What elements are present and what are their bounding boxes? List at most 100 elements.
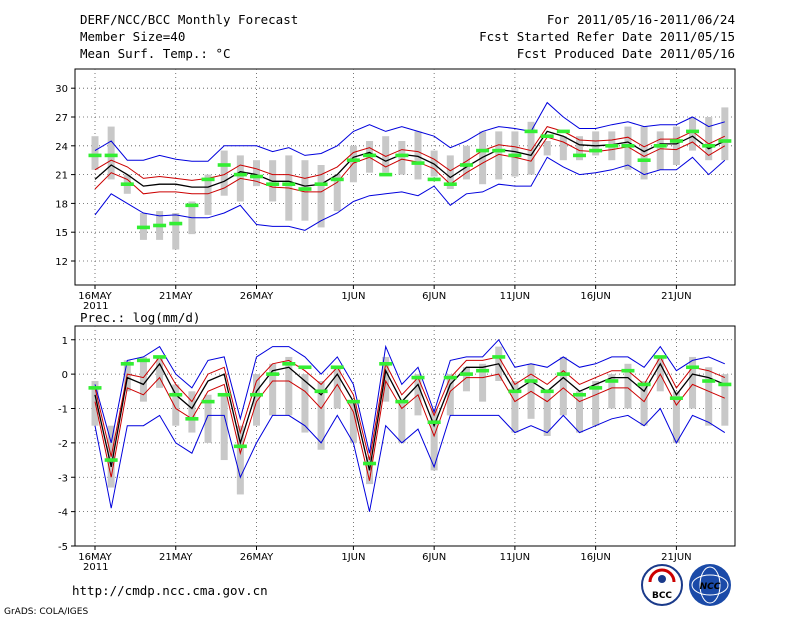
observed-marker bbox=[653, 144, 667, 148]
ensemble-bar bbox=[382, 136, 390, 173]
ensemble-bar bbox=[689, 356, 697, 409]
observed-marker bbox=[153, 223, 167, 228]
figure-title: DERF/NCC/BCC Monthly Forecast bbox=[80, 12, 298, 27]
observed-marker bbox=[653, 355, 667, 359]
observed-marker bbox=[266, 372, 280, 376]
ensemble-bar bbox=[689, 117, 697, 151]
observed-marker bbox=[169, 392, 183, 397]
x-tick-label: 6JUN bbox=[422, 291, 446, 302]
plot-frame bbox=[74, 325, 736, 547]
ensemble-upper-line bbox=[94, 126, 726, 181]
forecast-produced-date: Fcst Produced Date 2011/05/16 bbox=[517, 46, 735, 61]
observed-marker bbox=[395, 153, 409, 158]
observed-marker bbox=[524, 129, 538, 134]
ensemble-bar bbox=[156, 356, 164, 388]
ensemble-min-line bbox=[94, 407, 726, 512]
ensemble-bar bbox=[672, 391, 680, 443]
ensemble-bar bbox=[624, 126, 632, 170]
ensemble-bar bbox=[317, 165, 325, 228]
observed-marker bbox=[330, 177, 344, 182]
observed-marker bbox=[556, 372, 570, 376]
ensemble-bar bbox=[511, 381, 519, 433]
ensemble-bar bbox=[139, 356, 147, 402]
y-tick-label: -3 bbox=[58, 473, 68, 484]
ensemble-lower-line bbox=[94, 136, 726, 195]
observed-marker bbox=[492, 148, 506, 153]
observed-marker bbox=[411, 161, 425, 165]
x-tick-label: 16MAY bbox=[78, 291, 112, 302]
observed-marker bbox=[282, 182, 296, 186]
x-tick-label: 1JUN bbox=[341, 552, 365, 563]
observed-marker bbox=[104, 458, 118, 462]
ensemble-bar bbox=[430, 408, 438, 471]
ensemble-bar bbox=[624, 363, 632, 409]
x-tick-label: 16JUN bbox=[580, 552, 610, 563]
observed-marker bbox=[443, 182, 457, 186]
observed-marker bbox=[379, 362, 393, 366]
observed-marker bbox=[185, 203, 199, 208]
source-url[interactable]: http://cmdp.ncc.cma.gov.cn bbox=[72, 583, 268, 598]
ensemble-lower-line bbox=[94, 373, 725, 481]
member-size: Member Size=40 bbox=[80, 29, 185, 44]
x-tick-label: 21MAY bbox=[159, 291, 193, 302]
y-tick-label: 21 bbox=[55, 171, 68, 182]
ensemble-bar bbox=[495, 131, 503, 180]
ensemble-bar bbox=[705, 367, 713, 426]
observed-marker bbox=[621, 368, 635, 373]
ensemble-bar bbox=[656, 131, 664, 170]
x-tick-label: 16JUN bbox=[580, 291, 610, 302]
ensemble-bar bbox=[640, 126, 648, 180]
ensemble-bar bbox=[592, 131, 600, 156]
ensemble-bar bbox=[349, 401, 357, 443]
observed-marker bbox=[589, 386, 603, 390]
ensemble-max-line bbox=[94, 338, 725, 454]
ensemble-bar bbox=[576, 136, 583, 161]
observed-marker bbox=[556, 129, 570, 134]
bcc-logo-text: BCC bbox=[652, 591, 672, 601]
ensemble-bar bbox=[640, 381, 648, 426]
ensemble-bar bbox=[721, 374, 729, 426]
observed-marker bbox=[346, 158, 360, 162]
ensemble-bar bbox=[333, 367, 341, 409]
ensemble-bar bbox=[559, 136, 567, 161]
y-tick-label: 27 bbox=[55, 113, 68, 124]
observed-marker bbox=[669, 139, 683, 143]
ensemble-bar bbox=[269, 363, 277, 416]
observed-marker bbox=[282, 362, 296, 366]
observed-marker bbox=[476, 148, 490, 153]
observed-marker bbox=[686, 365, 700, 370]
x-tick-label: 21MAY bbox=[159, 552, 193, 563]
ensemble-bar bbox=[253, 374, 260, 426]
ensemble-bar bbox=[236, 425, 244, 495]
observed-marker bbox=[686, 129, 700, 134]
observed-marker bbox=[201, 399, 215, 404]
x-tick-label: 11JUN bbox=[500, 291, 530, 302]
observed-marker bbox=[153, 355, 167, 359]
observed-marker bbox=[266, 182, 280, 186]
x-tick-year: 2011 bbox=[83, 562, 108, 573]
x-tick-label: 26MAY bbox=[240, 552, 274, 563]
observed-marker bbox=[120, 362, 134, 366]
observed-marker bbox=[621, 144, 635, 148]
observed-marker bbox=[201, 177, 215, 182]
observed-marker bbox=[589, 148, 603, 153]
ensemble-bar bbox=[527, 121, 535, 175]
observed-marker bbox=[169, 221, 183, 226]
observed-marker bbox=[120, 182, 134, 186]
ensemble-max-line bbox=[94, 101, 725, 162]
observed-marker bbox=[702, 144, 716, 148]
observed-marker bbox=[363, 153, 377, 158]
ensemble-bar bbox=[462, 367, 470, 392]
ensemble-bar bbox=[608, 374, 616, 409]
observed-marker bbox=[314, 389, 328, 394]
ensemble-bar bbox=[672, 126, 680, 165]
observed-marker bbox=[217, 163, 231, 167]
y-tick-label: 18 bbox=[55, 199, 68, 210]
ncc-logo-text: NCC bbox=[700, 582, 721, 592]
observed-marker bbox=[411, 375, 425, 380]
y-tick-label: -5 bbox=[58, 542, 68, 553]
x-tick-label: 11JUN bbox=[500, 552, 530, 563]
observed-marker bbox=[605, 379, 619, 383]
ensemble-bar bbox=[285, 356, 293, 416]
